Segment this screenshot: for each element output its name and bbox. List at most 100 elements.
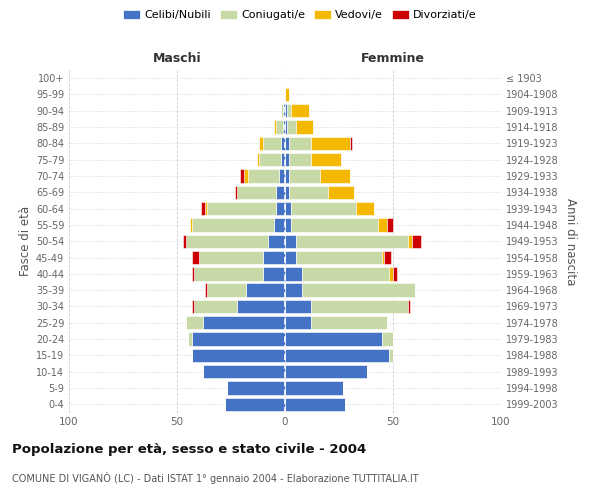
Bar (311, 300, 408, 313)
Bar (238, 300, 285, 313)
Bar (289, 186, 328, 199)
Text: Popolazione per età, sesso e stato civile - 2004: Popolazione per età, sesso e stato civil… (12, 442, 366, 456)
Bar (285, 153, 289, 166)
Bar (285, 284, 302, 297)
Text: COMUNE DI VIGANÒ (LC) - Dati ISTAT 1° gennaio 2004 - Elaborazione TUTTITALIA.IT: COMUNE DI VIGANÒ (LC) - Dati ISTAT 1° ge… (12, 472, 419, 484)
Bar (263, 251, 285, 264)
Bar (287, 120, 296, 134)
Bar (207, 202, 277, 215)
Bar (238, 186, 277, 199)
Bar (385, 251, 391, 264)
Bar (289, 170, 320, 182)
Bar (194, 300, 238, 313)
Bar (192, 267, 194, 280)
Bar (356, 202, 374, 215)
Bar (393, 267, 397, 280)
Bar (188, 332, 192, 346)
Bar (205, 202, 207, 215)
Bar (296, 120, 313, 134)
Bar (224, 398, 285, 411)
Bar (285, 120, 287, 134)
Bar (263, 267, 285, 280)
Bar (382, 332, 393, 346)
Bar (194, 267, 263, 280)
Bar (311, 136, 350, 150)
Bar (185, 316, 203, 330)
Bar (277, 202, 285, 215)
Bar (274, 218, 285, 232)
Bar (408, 300, 410, 313)
Bar (227, 382, 285, 394)
Bar (184, 234, 185, 248)
Bar (277, 120, 283, 134)
Bar (311, 153, 341, 166)
Bar (199, 251, 263, 264)
Bar (203, 316, 285, 330)
Bar (283, 104, 285, 118)
Bar (278, 170, 285, 182)
Bar (285, 88, 289, 101)
Bar (292, 202, 356, 215)
Bar (386, 218, 393, 232)
Bar (268, 234, 285, 248)
Bar (205, 284, 207, 297)
Bar (285, 332, 382, 346)
Bar (248, 170, 278, 182)
Bar (192, 251, 199, 264)
Bar (285, 218, 292, 232)
Y-axis label: Fasce di età: Fasce di età (19, 206, 32, 276)
Bar (207, 284, 246, 297)
Bar (296, 251, 382, 264)
Bar (283, 120, 285, 134)
Bar (302, 267, 389, 280)
Bar (285, 365, 367, 378)
Bar (382, 251, 385, 264)
Bar (285, 316, 311, 330)
Bar (257, 153, 259, 166)
Bar (289, 136, 311, 150)
Bar (201, 202, 205, 215)
Bar (281, 136, 285, 150)
Bar (292, 218, 378, 232)
Bar (192, 348, 285, 362)
Bar (259, 153, 281, 166)
Bar (285, 398, 346, 411)
Bar (281, 153, 285, 166)
Bar (287, 104, 292, 118)
Bar (263, 136, 281, 150)
Bar (259, 136, 263, 150)
Bar (285, 300, 311, 313)
Bar (285, 251, 296, 264)
Text: Femmine: Femmine (361, 52, 425, 65)
Bar (235, 186, 238, 199)
Bar (285, 170, 289, 182)
Bar (285, 348, 389, 362)
Bar (285, 136, 289, 150)
Bar (311, 316, 386, 330)
Bar (408, 234, 412, 248)
Bar (302, 284, 415, 297)
Bar (192, 300, 194, 313)
Bar (289, 153, 311, 166)
Text: Maschi: Maschi (152, 52, 202, 65)
Legend: Celibi/Nubili, Coniugati/e, Vedovi/e, Divorziati/e: Celibi/Nubili, Coniugati/e, Vedovi/e, Di… (119, 6, 481, 25)
Bar (389, 267, 393, 280)
Bar (285, 202, 292, 215)
Bar (378, 218, 386, 232)
Bar (285, 104, 287, 118)
Bar (296, 234, 408, 248)
Bar (192, 332, 285, 346)
Bar (285, 267, 302, 280)
Bar (285, 234, 296, 248)
Bar (277, 186, 285, 199)
Bar (389, 348, 393, 362)
Bar (192, 218, 274, 232)
Bar (185, 234, 268, 248)
Bar (244, 170, 248, 182)
Bar (246, 284, 285, 297)
Bar (285, 186, 289, 199)
Bar (203, 365, 285, 378)
Bar (239, 170, 244, 182)
Bar (190, 218, 192, 232)
Bar (328, 186, 354, 199)
